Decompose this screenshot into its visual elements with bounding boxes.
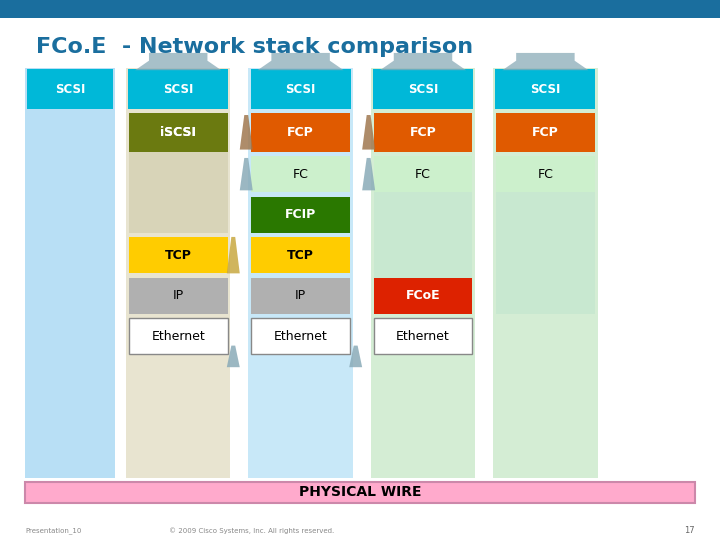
Bar xyxy=(495,69,595,109)
Text: SCSI: SCSI xyxy=(530,83,561,96)
Polygon shape xyxy=(503,53,588,70)
Bar xyxy=(248,68,353,478)
Polygon shape xyxy=(135,53,221,70)
Bar xyxy=(374,318,472,354)
Bar xyxy=(496,156,595,314)
Text: FCP: FCP xyxy=(410,126,436,139)
Bar xyxy=(374,156,472,192)
Text: FCIP: FCIP xyxy=(285,208,316,221)
Text: Ethernet: Ethernet xyxy=(274,329,328,343)
Polygon shape xyxy=(240,115,253,150)
Polygon shape xyxy=(349,346,362,367)
Bar xyxy=(129,113,228,152)
Bar xyxy=(251,278,350,314)
Polygon shape xyxy=(258,53,343,70)
Bar xyxy=(374,278,472,314)
Bar xyxy=(126,68,230,478)
Bar xyxy=(0,0,720,18)
Text: FC: FC xyxy=(537,167,554,181)
Text: SCSI: SCSI xyxy=(163,83,194,96)
Bar xyxy=(129,237,228,273)
Bar xyxy=(493,68,598,478)
Bar xyxy=(129,113,228,233)
Bar xyxy=(129,113,228,152)
Bar xyxy=(129,278,228,314)
Text: TCP: TCP xyxy=(287,248,314,262)
Bar xyxy=(251,69,351,109)
Text: TCP: TCP xyxy=(165,248,192,262)
Bar xyxy=(373,69,473,109)
Text: FCP: FCP xyxy=(287,126,314,139)
Bar xyxy=(496,113,595,152)
Text: FCoE: FCoE xyxy=(405,289,441,302)
Text: FC: FC xyxy=(415,167,431,181)
Text: SCSI: SCSI xyxy=(408,83,438,96)
Bar xyxy=(251,113,350,152)
Bar xyxy=(25,68,115,478)
Text: iSCSI: iSCSI xyxy=(160,126,196,139)
Bar xyxy=(371,68,475,478)
Text: IP: IP xyxy=(295,289,306,302)
Bar xyxy=(25,482,695,503)
Text: SCSI: SCSI xyxy=(55,83,86,96)
Text: FCo.E  - Network stack comparison: FCo.E - Network stack comparison xyxy=(36,37,473,57)
Bar xyxy=(496,156,595,192)
Text: SCSI: SCSI xyxy=(285,83,316,96)
Bar xyxy=(129,318,228,354)
Bar xyxy=(251,156,350,192)
Text: FC: FC xyxy=(292,167,309,181)
Text: Presentation_10: Presentation_10 xyxy=(25,527,81,534)
Text: PHYSICAL WIRE: PHYSICAL WIRE xyxy=(299,485,421,500)
Bar xyxy=(374,156,472,314)
Text: Ethernet: Ethernet xyxy=(396,329,450,343)
Text: iSCSI: iSCSI xyxy=(160,126,196,139)
Text: © 2009 Cisco Systems, Inc. All rights reserved.: © 2009 Cisco Systems, Inc. All rights re… xyxy=(169,527,335,534)
Text: IP: IP xyxy=(173,289,184,302)
Text: Ethernet: Ethernet xyxy=(151,329,205,343)
Bar xyxy=(374,113,472,152)
Text: 17: 17 xyxy=(684,526,695,535)
Text: FCP: FCP xyxy=(532,126,559,139)
Bar xyxy=(27,69,113,109)
Polygon shape xyxy=(380,53,466,70)
Polygon shape xyxy=(227,237,240,273)
Bar xyxy=(251,237,350,273)
Polygon shape xyxy=(227,346,240,367)
Polygon shape xyxy=(362,115,375,150)
Bar xyxy=(128,69,228,109)
Bar xyxy=(251,197,350,233)
Bar xyxy=(251,318,350,354)
Polygon shape xyxy=(362,158,375,190)
Polygon shape xyxy=(240,158,253,190)
